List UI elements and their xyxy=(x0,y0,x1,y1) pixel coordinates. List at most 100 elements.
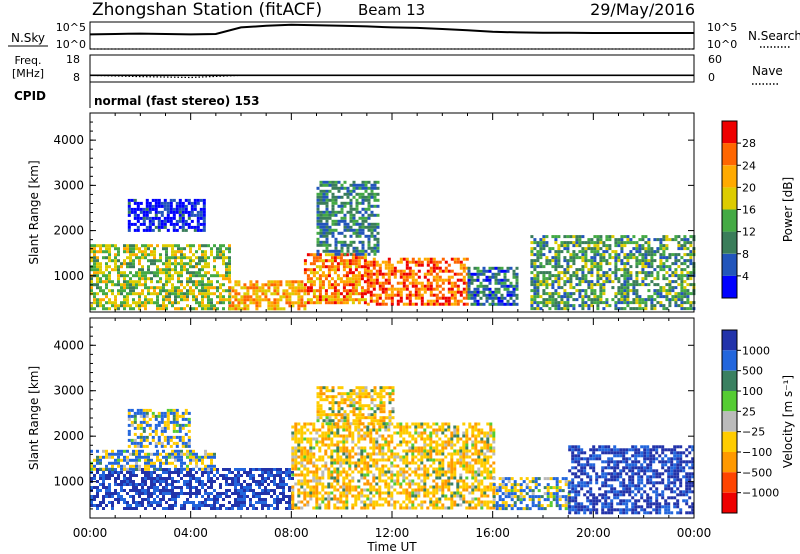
data-cell xyxy=(333,506,337,510)
data-cell xyxy=(309,431,313,435)
data-cell xyxy=(157,225,161,229)
data-cell xyxy=(378,428,382,432)
data-cell xyxy=(358,195,362,199)
data-cell xyxy=(635,298,639,302)
data-cell xyxy=(231,304,235,308)
data-cell xyxy=(102,498,105,501)
data-cell xyxy=(647,253,651,257)
data-cell xyxy=(237,489,240,492)
data-cell xyxy=(309,268,313,272)
data-cell xyxy=(357,283,361,287)
data-cell xyxy=(530,283,534,287)
data-cell xyxy=(677,277,681,281)
data-cell xyxy=(148,228,152,232)
data-cell xyxy=(195,286,198,290)
data-cell xyxy=(635,280,639,284)
data-cell xyxy=(453,431,457,435)
data-cell xyxy=(367,201,371,205)
data-cell xyxy=(157,210,161,214)
data-cell xyxy=(114,268,117,272)
data-cell xyxy=(360,292,364,296)
data-cell xyxy=(393,446,397,450)
data-cell xyxy=(596,244,600,248)
data-cell xyxy=(142,228,146,232)
data-cell xyxy=(168,301,171,305)
data-cell xyxy=(402,479,406,483)
data-cell xyxy=(201,458,204,462)
data-cell xyxy=(399,287,403,291)
data-cell xyxy=(402,428,406,432)
data-cell xyxy=(641,259,645,263)
data-cell xyxy=(316,207,320,211)
data-cell xyxy=(195,307,198,311)
data-cell xyxy=(351,503,355,507)
data-cell xyxy=(90,501,93,504)
data-cell xyxy=(470,296,474,300)
data-cell xyxy=(210,286,213,290)
data-cell xyxy=(264,292,268,296)
data-cell xyxy=(393,506,397,510)
data-cell xyxy=(273,489,276,492)
data-cell xyxy=(174,492,177,495)
data-cell xyxy=(267,307,271,311)
data-cell xyxy=(632,286,636,290)
data-cell xyxy=(159,268,162,272)
data-cell xyxy=(435,260,439,264)
data-cell xyxy=(367,225,371,229)
data-cell xyxy=(306,452,310,456)
data-cell xyxy=(348,455,352,459)
data-cell xyxy=(258,498,261,501)
data-cell xyxy=(181,204,185,208)
data-cell xyxy=(187,216,191,220)
data-cell xyxy=(629,253,633,257)
data-cell xyxy=(114,253,117,257)
data-cell xyxy=(370,189,374,193)
data-cell xyxy=(123,280,126,284)
data-cell xyxy=(165,268,168,272)
data-cell xyxy=(147,268,150,272)
data-cell xyxy=(641,244,645,248)
data-cell xyxy=(393,500,397,504)
data-cell xyxy=(345,473,349,477)
data-cell xyxy=(105,247,108,251)
data-cell xyxy=(387,446,391,450)
data-cell xyxy=(291,446,295,450)
data-cell xyxy=(349,210,353,214)
data-cell xyxy=(279,280,283,284)
data-cell xyxy=(450,296,454,300)
data-cell xyxy=(249,501,252,504)
data-cell xyxy=(117,283,120,287)
data-cell xyxy=(342,301,346,305)
data-cell xyxy=(180,256,183,260)
data-cell xyxy=(647,271,651,275)
data-cell xyxy=(315,443,319,447)
data-cell xyxy=(270,307,274,311)
data-cell xyxy=(147,471,150,474)
data-cell xyxy=(331,183,335,187)
data-cell xyxy=(626,280,630,284)
data-cell xyxy=(479,302,483,306)
data-cell xyxy=(402,431,406,435)
data-cell xyxy=(189,274,192,278)
data-cell xyxy=(319,216,323,220)
data-cell xyxy=(656,283,660,287)
data-cell xyxy=(390,293,394,297)
data-cell xyxy=(162,449,165,453)
data-cell xyxy=(270,301,274,305)
data-cell xyxy=(144,455,147,459)
data-cell xyxy=(429,302,433,306)
data-cell xyxy=(614,256,618,260)
data-cell xyxy=(345,277,349,281)
data-cell xyxy=(399,275,403,279)
data-cell xyxy=(482,278,486,282)
data-cell xyxy=(686,277,690,281)
data-cell xyxy=(201,259,204,263)
data-cell xyxy=(157,219,161,223)
data-cell xyxy=(297,494,301,498)
data-cell xyxy=(390,476,394,480)
data-cell xyxy=(279,298,283,302)
data-cell xyxy=(533,253,537,257)
data-cell xyxy=(243,283,247,287)
data-cell xyxy=(351,277,355,281)
data-cell xyxy=(381,260,385,264)
